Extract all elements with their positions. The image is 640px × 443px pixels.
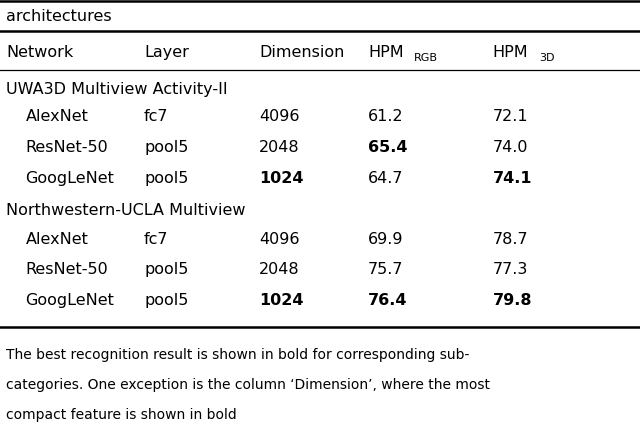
- Text: 1024: 1024: [259, 171, 304, 186]
- Text: 69.9: 69.9: [368, 232, 403, 247]
- Text: ResNet-50: ResNet-50: [26, 140, 108, 155]
- Text: Dimension: Dimension: [259, 45, 344, 60]
- Text: ResNet-50: ResNet-50: [26, 262, 108, 277]
- Text: 61.2: 61.2: [368, 109, 404, 124]
- Text: AlexNet: AlexNet: [26, 232, 88, 247]
- Text: 65.4: 65.4: [368, 140, 408, 155]
- Text: 64.7: 64.7: [368, 171, 403, 186]
- Text: Northwestern-UCLA Multiview: Northwestern-UCLA Multiview: [6, 203, 246, 218]
- Text: 4096: 4096: [259, 109, 300, 124]
- Text: GoogLeNet: GoogLeNet: [26, 293, 115, 308]
- Text: fc7: fc7: [144, 109, 168, 124]
- Text: 77.3: 77.3: [493, 262, 528, 277]
- Text: HPM: HPM: [368, 45, 404, 60]
- Text: compact feature is shown in bold: compact feature is shown in bold: [6, 408, 237, 422]
- Text: pool5: pool5: [144, 140, 188, 155]
- Text: HPM: HPM: [493, 45, 529, 60]
- Text: pool5: pool5: [144, 171, 188, 186]
- Text: architectures: architectures: [6, 9, 112, 24]
- Text: 75.7: 75.7: [368, 262, 403, 277]
- Text: 74.1: 74.1: [493, 171, 532, 186]
- Text: pool5: pool5: [144, 262, 188, 277]
- Text: Network: Network: [6, 45, 74, 60]
- Text: 4096: 4096: [259, 232, 300, 247]
- Text: 76.4: 76.4: [368, 293, 408, 308]
- Text: Layer: Layer: [144, 45, 189, 60]
- Text: RGB: RGB: [414, 53, 438, 63]
- Text: AlexNet: AlexNet: [26, 109, 88, 124]
- Text: GoogLeNet: GoogLeNet: [26, 171, 115, 186]
- Text: pool5: pool5: [144, 293, 188, 308]
- Text: The best recognition result is shown in bold for corresponding sub-: The best recognition result is shown in …: [6, 348, 470, 362]
- Text: 78.7: 78.7: [493, 232, 529, 247]
- Text: 2048: 2048: [259, 262, 300, 277]
- Text: 79.8: 79.8: [493, 293, 532, 308]
- Text: 74.0: 74.0: [493, 140, 528, 155]
- Text: 1024: 1024: [259, 293, 304, 308]
- Text: fc7: fc7: [144, 232, 168, 247]
- Text: UWA3D Multiview Activity-II: UWA3D Multiview Activity-II: [6, 82, 228, 97]
- Text: categories. One exception is the column ‘Dimension’, where the most: categories. One exception is the column …: [6, 378, 490, 392]
- Text: 72.1: 72.1: [493, 109, 529, 124]
- Text: 3D: 3D: [539, 53, 554, 63]
- Text: 2048: 2048: [259, 140, 300, 155]
